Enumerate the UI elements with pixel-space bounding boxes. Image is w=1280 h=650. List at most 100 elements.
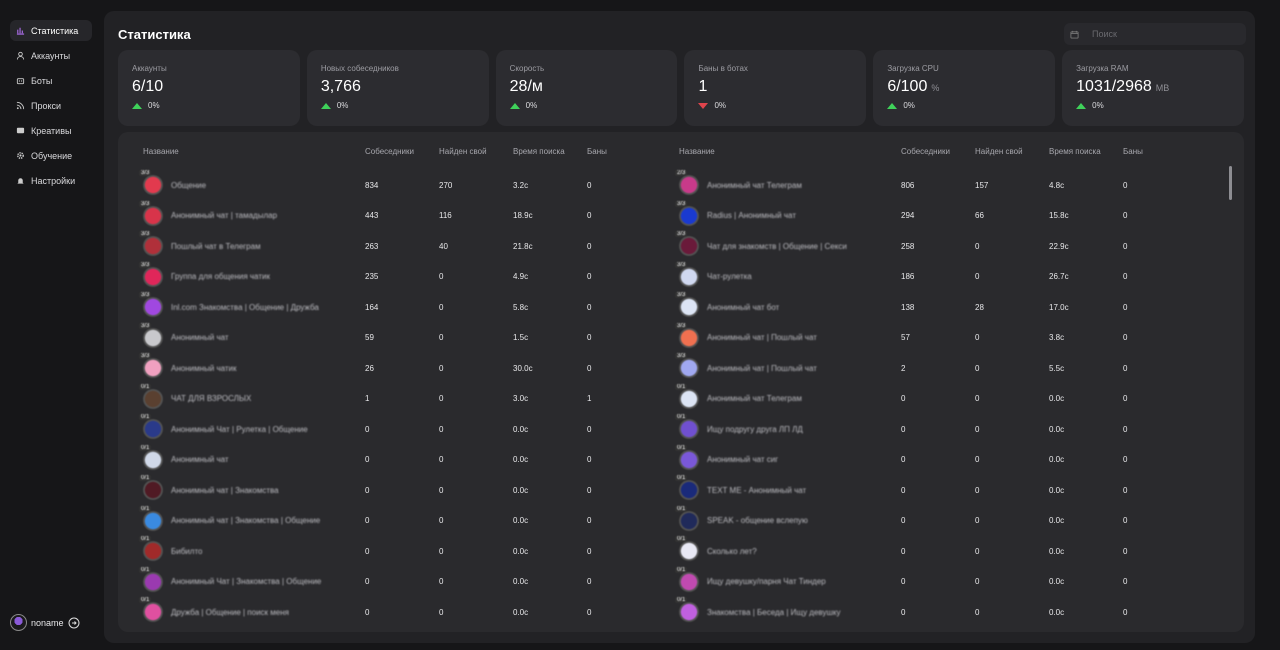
table-row[interactable]: 0/1 Ищу подругу друга ЛП ЛД 0 0 0.0с 0 bbox=[671, 414, 1207, 445]
table-row[interactable]: 0/1 Анонимный чат сиг 0 0 0.0с 0 bbox=[671, 444, 1207, 476]
column-header[interactable]: Найден свой bbox=[439, 146, 487, 156]
bot-name-cell: 0/1 Анонимный чат | Знакомства | Общение bbox=[135, 505, 365, 531]
interlocutors-cell: 164 bbox=[365, 302, 379, 312]
search-time-cell: 0.0с bbox=[513, 485, 529, 495]
table-row[interactable]: 0/1 TEXT ME - Анонимный чат 0 0 0.0с 0 bbox=[671, 475, 1207, 506]
found-cell: 0 bbox=[975, 485, 980, 495]
table-row[interactable]: 2/3 Анонимный чат Телеграм 806 157 4.8с 0 bbox=[671, 170, 1207, 201]
search-time-cell: 21.8с bbox=[513, 241, 533, 251]
column-header[interactable]: Собеседники bbox=[901, 146, 950, 156]
sidebar-item-0[interactable]: Статистика bbox=[10, 20, 92, 41]
column-header[interactable]: Название bbox=[679, 146, 715, 156]
column-header[interactable]: Собеседники bbox=[365, 146, 414, 156]
stat-delta: 0% bbox=[1076, 101, 1230, 110]
column-header[interactable]: Время поиска bbox=[513, 146, 565, 156]
table-row[interactable]: 3/3 Анонимный чат | Пошлый чат 2 0 5.5с 0 bbox=[671, 353, 1207, 384]
bot-name-cell: 3/3 Группа для общения чатик bbox=[135, 261, 365, 287]
bot-badge: 3/3 bbox=[675, 200, 688, 207]
column-header[interactable]: Баны bbox=[1123, 146, 1143, 156]
search-time-cell: 0.0с bbox=[1049, 455, 1065, 465]
bans-cell: 1 bbox=[587, 394, 592, 404]
sidebar-item-6[interactable]: Настройки bbox=[10, 170, 92, 191]
search-time-cell: 22.9с bbox=[1049, 241, 1069, 251]
sidebar-item-3[interactable]: Прокси bbox=[10, 95, 92, 116]
search-time-cell: 1.5с bbox=[513, 333, 529, 343]
interlocutors-cell: 0 bbox=[365, 485, 370, 495]
trend-up-icon bbox=[887, 102, 898, 109]
stat-card: Загрузка RAM 1031/2968 MB 0% bbox=[1062, 50, 1244, 126]
bot-badge: 3/3 bbox=[139, 170, 152, 177]
table-row[interactable]: 0/1 Бибилто 0 0 0.0с 0 bbox=[135, 536, 671, 567]
table-row[interactable]: 0/1 Дружба | Общение | поиск меня 0 0 0.0с 0 bbox=[135, 597, 671, 628]
avatar[interactable] bbox=[10, 614, 27, 631]
bot-name-cell: 3/3 Чат для знакомств | Общение | Секси bbox=[671, 231, 901, 257]
interlocutors-cell: 0 bbox=[901, 424, 906, 434]
table-row[interactable]: 3/3 Анонимный чат | Пошлый чат 57 0 3.8с 0 bbox=[671, 322, 1207, 354]
table-row[interactable]: 3/3 Анонимный чат 59 0 1.5с 0 bbox=[135, 322, 671, 354]
table-row[interactable]: 0/1 Знакомства | Беседа | Ищу девушку 0 0 0.… bbox=[671, 597, 1207, 628]
table-row[interactable]: 0/1 Анонимный чат Телеграм 0 0 0.0с 0 bbox=[671, 383, 1207, 415]
found-cell: 270 bbox=[439, 180, 453, 190]
search-time-cell: 0.0с bbox=[1049, 546, 1065, 556]
stat-number: 6/10 bbox=[132, 78, 164, 95]
table-header: Название Собеседники Найден свой Время поис… bbox=[135, 132, 671, 170]
table-row[interactable]: 0/1 Анонимный чат 0 0 0.0с 0 bbox=[135, 444, 671, 476]
calendar-icon[interactable] bbox=[1064, 23, 1084, 45]
column-header[interactable]: Баны bbox=[587, 146, 607, 156]
interlocutors-cell: 0 bbox=[901, 394, 906, 404]
table-row[interactable]: 3/3 Чат-рулетка 186 0 26.7с 0 bbox=[671, 261, 1207, 293]
sidebar-item-4[interactable]: Креативы bbox=[10, 120, 92, 141]
bot-badge: 0/1 bbox=[139, 444, 152, 451]
interlocutors-cell: 0 bbox=[365, 607, 370, 617]
sidebar-item-2[interactable]: Боты bbox=[10, 70, 92, 91]
bans-cell: 0 bbox=[587, 607, 592, 617]
scrollbar[interactable] bbox=[1229, 166, 1232, 200]
search-input[interactable] bbox=[1092, 29, 1232, 39]
search-box[interactable] bbox=[1064, 23, 1246, 45]
stat-delta-value: 0% bbox=[148, 101, 160, 110]
table-row[interactable]: 3/3 Анонимный чат бот 138 28 17.0с 0 bbox=[671, 292, 1207, 323]
table-row[interactable]: 0/1 Сколько лет? 0 0 0.0с 0 bbox=[671, 536, 1207, 567]
table-row[interactable]: 3/3 Чат для знакомств | Общение | Секси 25… bbox=[671, 231, 1207, 262]
table-row[interactable]: 0/1 Анонимный чат | Знакомства 0 0 0.0с 0 bbox=[135, 475, 671, 506]
search-time-cell: 0.0с bbox=[1049, 577, 1065, 587]
table-row[interactable]: 0/1 Анонимный Чат | Рулетка | Общение 0 0 0.… bbox=[135, 414, 671, 445]
found-cell: 116 bbox=[439, 211, 452, 221]
column-header[interactable]: Название bbox=[143, 146, 179, 156]
bot-title: Анонимный чат | Пошлый чат bbox=[707, 363, 817, 373]
table-row[interactable]: 3/3 Анонимный чат | тамадылар 443 116 18.9с 0 bbox=[135, 200, 671, 232]
bans-cell: 0 bbox=[587, 211, 592, 221]
stat-number: 6/100 bbox=[887, 78, 928, 95]
stat-label: Загрузка RAM bbox=[1076, 64, 1129, 73]
bot-badge: 0/1 bbox=[139, 536, 152, 543]
table-row[interactable]: 0/1 ЧАТ ДЛЯ ВЗРОСЛЫХ 1 0 3.0с 1 bbox=[135, 383, 671, 415]
bans-cell: 0 bbox=[1123, 363, 1128, 373]
table-row[interactable]: 3/3 Общение 834 270 3.2с 0 bbox=[135, 170, 671, 201]
logout-icon[interactable] bbox=[68, 617, 80, 629]
table-row[interactable]: 0/1 Анонимный Чат | Знакомства | Общение 0… bbox=[135, 566, 671, 598]
column-header[interactable]: Время поиска bbox=[1049, 146, 1101, 156]
bot-name-cell: 0/1 SPEAK - общение вслепую bbox=[671, 505, 901, 531]
stat-value: 28/м bbox=[510, 78, 664, 96]
search-time-cell: 18.9с bbox=[513, 211, 533, 221]
search-time-cell: 17.0с bbox=[1049, 302, 1069, 312]
bot-avatar: 0/1 bbox=[139, 536, 163, 562]
trend-up-icon bbox=[320, 102, 331, 109]
found-cell: 0 bbox=[975, 241, 980, 251]
table-row[interactable]: 3/3 Пошлый чат в Телеграм 263 40 21.8с 0 bbox=[135, 231, 671, 262]
table-row[interactable]: 3/3 Radius | Анонимный чат 294 66 15.8с 0 bbox=[671, 200, 1207, 232]
interlocutors-cell: 443 bbox=[365, 211, 379, 221]
stats-row: Аккаунты 6/10 0% Новых собеседников 3,766 0% С… bbox=[118, 50, 1244, 126]
table-row[interactable]: 3/3 Анонимный чатик 26 0 30.0с 0 bbox=[135, 353, 671, 384]
interlocutors-cell: 0 bbox=[901, 577, 906, 587]
table-row[interactable]: 3/3 Группа для общения чатик 235 0 4.9с 0 bbox=[135, 261, 671, 293]
column-header[interactable]: Найден свой bbox=[975, 146, 1023, 156]
bot-badge: 0/1 bbox=[675, 597, 688, 604]
table-row[interactable]: 3/3 Inl.com Знакомства | Общение | Дружба… bbox=[135, 292, 671, 323]
sidebar-item-5[interactable]: Обучение bbox=[10, 145, 92, 166]
table-row[interactable]: 0/1 SPEAK - общение вслепую 0 0 0.0с 0 bbox=[671, 505, 1207, 537]
sidebar-item-1[interactable]: Аккаунты bbox=[10, 45, 92, 66]
interlocutors-cell: 806 bbox=[901, 180, 915, 190]
table-row[interactable]: 0/1 Ищу девушку/парня Чат Тиндер 0 0 0.0с 0 bbox=[671, 566, 1207, 598]
table-row[interactable]: 0/1 Анонимный чат | Знакомства | Общение 0… bbox=[135, 505, 671, 537]
